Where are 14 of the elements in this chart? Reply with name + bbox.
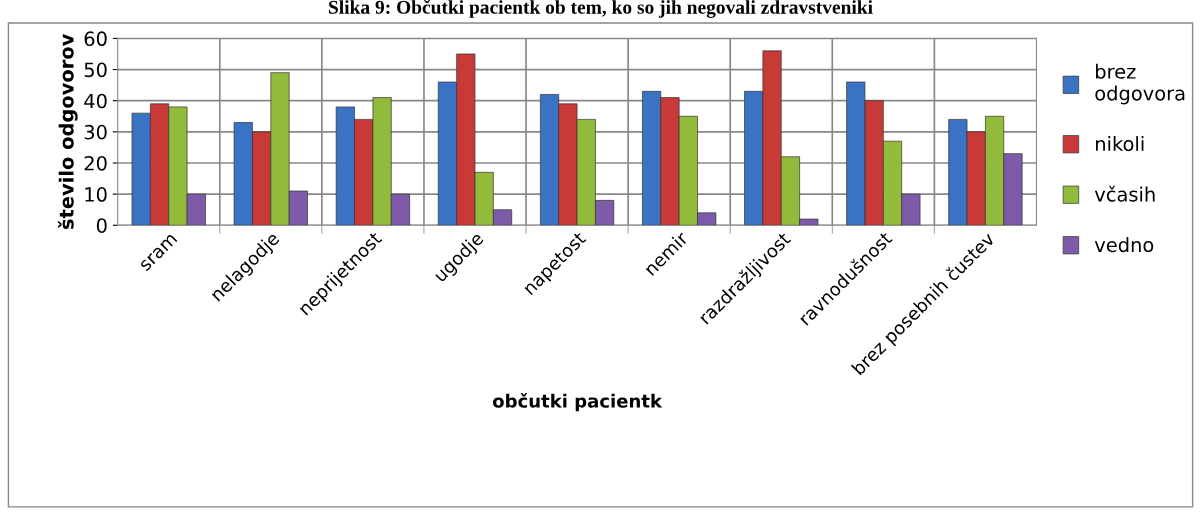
y-tick-label: 40 [84,93,107,109]
legend-label: brez odgovora [1095,63,1185,105]
y-tick-label: 50 [84,62,107,78]
y-tick-label: 60 [84,31,107,47]
y-tick-label: 10 [85,187,107,202]
legend-label: nikoli [1096,136,1144,152]
y-tick-label: 20 [84,155,107,171]
y-tick-label: 0 [96,218,107,233]
legend-label: včasih [1094,185,1155,202]
y-axis-title: število odgovorov [57,33,78,230]
y-tick-label: 30 [84,124,107,140]
x-axis-title: občutki pacientk [492,393,663,412]
legend-label: vedno [1094,237,1154,253]
chart-title: Slika 9: Občutki pacientk ob tem, ko so jih negovali zdravstveniki [329,0,873,18]
